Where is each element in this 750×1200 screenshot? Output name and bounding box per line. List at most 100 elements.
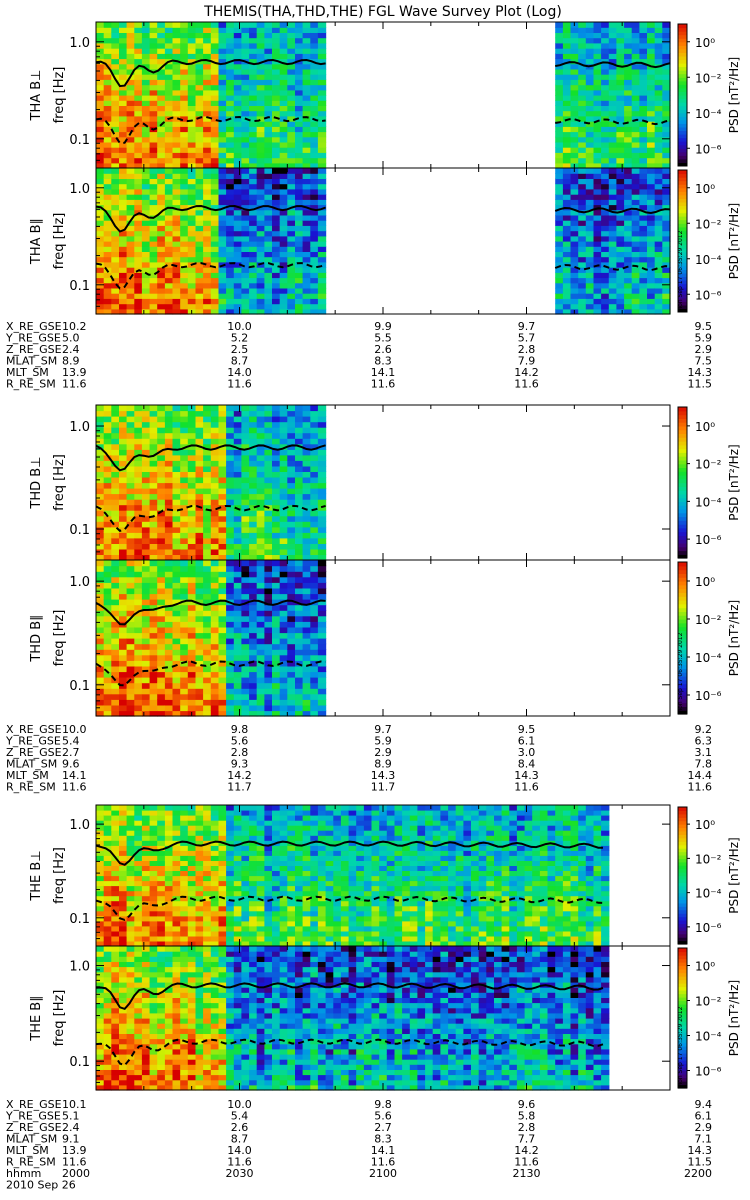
spectrogram-cell bbox=[210, 261, 220, 268]
spectrogram-cell bbox=[310, 298, 319, 305]
spectrogram-cell bbox=[226, 482, 235, 489]
spectrogram-cell bbox=[287, 693, 296, 700]
spectrogram-cell bbox=[96, 880, 105, 887]
spectrogram-cell bbox=[180, 68, 189, 75]
spectrogram-cell bbox=[241, 303, 250, 310]
spectrogram-cell bbox=[639, 267, 648, 273]
spectrogram-cell bbox=[226, 710, 235, 717]
spectrogram-cell bbox=[256, 465, 265, 472]
spectrogram-cell bbox=[662, 204, 671, 211]
spectrogram-cell bbox=[134, 115, 143, 122]
colorbar-segment bbox=[678, 562, 687, 567]
spectrogram-cell bbox=[562, 209, 572, 216]
spectrogram-cell bbox=[164, 615, 174, 622]
spectrogram-cell bbox=[555, 74, 564, 80]
spectrogram-cell bbox=[279, 214, 288, 221]
spectrogram-cell bbox=[187, 688, 197, 695]
spectrogram-cell bbox=[134, 471, 143, 478]
spectrogram-cell bbox=[218, 188, 227, 195]
spectrogram-cell bbox=[226, 63, 235, 70]
spectrogram-cell bbox=[111, 493, 120, 500]
spectrogram-cell bbox=[639, 48, 648, 54]
spectrogram-cell bbox=[180, 241, 189, 247]
spectrogram-cell bbox=[119, 830, 128, 836]
spectrogram-cell bbox=[256, 638, 265, 645]
spectrogram-cell bbox=[203, 677, 212, 684]
spectrogram-cell bbox=[126, 699, 135, 706]
spectrogram-cell bbox=[180, 465, 189, 472]
spectrogram-cell bbox=[210, 293, 220, 299]
spectrogram-cell bbox=[241, 63, 250, 70]
colorbar-segment bbox=[678, 456, 687, 461]
spectrogram-cell bbox=[203, 587, 212, 595]
spectrogram-cell bbox=[256, 665, 265, 673]
spectrogram-cell bbox=[157, 277, 166, 284]
spectrogram-cell bbox=[187, 121, 197, 127]
spectrogram-cell bbox=[302, 214, 311, 221]
spectrogram-cell bbox=[241, 152, 250, 159]
spectrogram-cell bbox=[570, 235, 579, 242]
spectrogram-cell bbox=[241, 654, 250, 661]
spectrogram-cell bbox=[279, 272, 288, 279]
spectrogram-cell bbox=[203, 173, 212, 179]
spectrogram-cell bbox=[119, 460, 128, 467]
spectrogram-cell bbox=[141, 677, 151, 684]
spectrogram-cell bbox=[585, 95, 595, 101]
spectrogram-cell bbox=[662, 95, 671, 101]
spectrogram-cell bbox=[149, 204, 158, 211]
spectrogram-cell bbox=[287, 37, 296, 44]
spectrogram-cell bbox=[585, 68, 595, 75]
spectrogram-cell bbox=[218, 671, 227, 678]
spectrogram-cell bbox=[149, 303, 158, 310]
spectrogram-cell bbox=[111, 845, 120, 851]
spectrogram-cell bbox=[103, 493, 112, 500]
spectrogram-cell bbox=[96, 136, 105, 143]
spectrogram-cell bbox=[241, 477, 250, 484]
spectrogram-cell bbox=[218, 53, 227, 60]
spectrogram-cell bbox=[119, 626, 128, 634]
spectrogram-cell bbox=[631, 157, 640, 164]
spectrogram-cell bbox=[180, 900, 189, 907]
spectrogram-cell bbox=[233, 68, 243, 75]
spectrogram-cell bbox=[187, 499, 197, 506]
spectrogram-cell bbox=[616, 303, 625, 310]
spectrogram-cell bbox=[631, 48, 640, 54]
colorbar-segment bbox=[678, 410, 687, 416]
spectrogram-cell bbox=[317, 643, 327, 650]
spectrogram-cell bbox=[287, 571, 296, 578]
spectrogram-cell bbox=[141, 438, 151, 445]
spectrogram-cell bbox=[570, 209, 579, 216]
spectrogram-cell bbox=[570, 53, 579, 60]
spectrogram-cell bbox=[639, 178, 648, 185]
colorbar-segment bbox=[678, 512, 687, 518]
spectrogram-cell bbox=[256, 521, 265, 528]
spectrogram-cell bbox=[119, 421, 128, 428]
spectrogram-cell bbox=[157, 105, 166, 112]
spectrogram-cell bbox=[647, 241, 656, 247]
spectrogram-cell bbox=[317, 256, 327, 263]
spectrogram-cell bbox=[272, 499, 281, 506]
spectrogram-cell bbox=[96, 308, 105, 315]
spectrogram-cell bbox=[256, 162, 265, 169]
spectrogram-cell bbox=[210, 504, 220, 511]
spectrogram-cell bbox=[157, 147, 166, 153]
spectrogram-cell bbox=[233, 74, 243, 80]
spectrogram-cell bbox=[585, 194, 595, 200]
spectrogram-cell bbox=[272, 626, 281, 634]
spectrogram-cell bbox=[272, 303, 281, 310]
spectrogram-cell bbox=[218, 660, 227, 667]
spectrogram-cell bbox=[226, 493, 235, 500]
spectrogram-cell bbox=[578, 58, 587, 65]
spectrogram-cell bbox=[149, 141, 158, 148]
spectrogram-cell bbox=[203, 58, 212, 65]
spectrogram-cell bbox=[103, 168, 112, 174]
spectrogram-cell bbox=[218, 241, 227, 247]
spectrogram-cell bbox=[287, 482, 296, 489]
spectrogram-cell bbox=[287, 632, 296, 639]
spectrogram-cell bbox=[180, 282, 189, 289]
spectrogram-cell bbox=[593, 131, 602, 138]
spectrogram-cell bbox=[180, 308, 189, 315]
spectrogram-cell bbox=[119, 121, 128, 127]
spectrogram-cell bbox=[180, 183, 189, 190]
spectrogram-cell bbox=[157, 405, 166, 412]
